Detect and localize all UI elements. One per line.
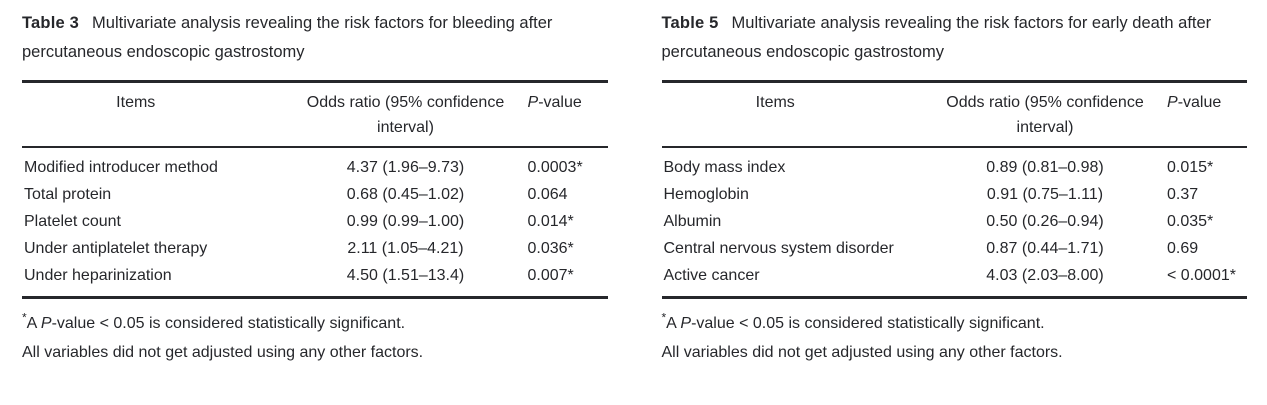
table-row: Hemoglobin 0.91 (0.75–1.11) 0.37 bbox=[662, 181, 1248, 208]
asterisk-marker: * bbox=[661, 310, 667, 325]
paper-tables-page: Table 3 Multivariate analysis revealing t… bbox=[22, 9, 1248, 367]
column-header-p-value: P-value bbox=[1165, 81, 1247, 148]
footnote-italic-p: P bbox=[680, 315, 692, 332]
table-row: Active cancer 4.03 (2.03–8.00) < 0.0001* bbox=[662, 262, 1248, 298]
table-row: Albumin 0.50 (0.26–0.94) 0.035* bbox=[662, 208, 1248, 235]
table-3-section: Table 3 Multivariate analysis revealing t… bbox=[22, 9, 608, 367]
column-header-odds-ratio: Odds ratio (95% confidence interval) bbox=[285, 81, 526, 148]
odds-ratio-cell: 0.50 (0.26–0.94) bbox=[986, 213, 1104, 230]
table-row: Platelet count 0.99 (0.99–1.00) 0.014* bbox=[22, 208, 608, 235]
table-5-label: Table 5 bbox=[661, 14, 719, 32]
item-cell: Albumin bbox=[663, 213, 722, 230]
p-value-cell: 0.014* bbox=[527, 213, 574, 230]
odds-ratio-cell: 4.03 (2.03–8.00) bbox=[986, 267, 1104, 284]
p-value-cell: 0.036* bbox=[527, 240, 574, 257]
footnote-text-before-p: A bbox=[26, 315, 41, 332]
footnote-adjustment: All variables did not get adjusted using… bbox=[22, 343, 424, 361]
p-value-cell: 0.015* bbox=[1167, 159, 1214, 176]
p-value-suffix: -value bbox=[538, 94, 582, 111]
p-value-cell: 0.035* bbox=[1167, 213, 1214, 230]
item-cell: Modified introducer method bbox=[24, 159, 218, 176]
footnote-significance: *A P-value < 0.05 is considered statisti… bbox=[22, 310, 608, 339]
table-3-label: Table 3 bbox=[22, 14, 80, 32]
odds-ratio-cell: 4.37 (1.96–9.73) bbox=[346, 159, 465, 176]
table-3-caption: Table 3 Multivariate analysis revealing t… bbox=[22, 9, 608, 67]
column-header-odds-ratio: Odds ratio (95% confidence interval) bbox=[924, 81, 1166, 148]
table-3-footnotes: *A P-value < 0.05 is considered statisti… bbox=[22, 310, 608, 367]
table-row: Central nervous system disorder 0.87 (0.… bbox=[662, 235, 1248, 262]
item-cell: Total protein bbox=[24, 186, 112, 203]
odds-ratio-cell: 0.91 (0.75–1.11) bbox=[986, 186, 1104, 203]
footnote-italic-p: P bbox=[40, 315, 52, 332]
table-5-risk-factors-table: Items Odds ratio (95% confidence interva… bbox=[661, 80, 1248, 299]
table-3-caption-text: Multivariate analysis revealing the risk… bbox=[22, 14, 553, 61]
table-5-caption: Table 5 Multivariate analysis revealing t… bbox=[662, 9, 1248, 67]
item-cell: Active cancer bbox=[663, 267, 760, 284]
p-value-suffix: -value bbox=[1177, 94, 1222, 111]
item-cell: Body mass index bbox=[663, 159, 786, 176]
item-cell: Under heparinization bbox=[24, 267, 172, 284]
column-header-items: Items bbox=[22, 81, 286, 148]
column-header-p-value: P-value bbox=[525, 81, 608, 148]
item-cell: Central nervous system disorder bbox=[663, 240, 894, 257]
odds-ratio-cell: 2.11 (1.05–4.21) bbox=[347, 240, 464, 257]
odds-ratio-cell: 0.68 (0.45–1.02) bbox=[346, 186, 465, 203]
odds-ratio-cell: 0.99 (0.99–1.00) bbox=[346, 213, 465, 230]
table-row: Under antiplatelet therapy 2.11 (1.05–4.… bbox=[22, 235, 608, 262]
p-value-cell: 0.37 bbox=[1167, 186, 1199, 203]
p-value-cell: < 0.0001* bbox=[1167, 267, 1236, 284]
footnote-significance: *A P-value < 0.05 is considered statisti… bbox=[662, 310, 1248, 339]
table-5-caption-text: Multivariate analysis revealing the risk… bbox=[661, 14, 1212, 61]
footnote-text-after-p: -value < 0.05 is considered statisticall… bbox=[51, 315, 406, 332]
item-cell: Platelet count bbox=[24, 213, 121, 230]
p-value-italic-p: P bbox=[1167, 94, 1178, 111]
table-3-header-row: Items Odds ratio (95% confidence interva… bbox=[22, 81, 608, 148]
table-5-section: Table 5 Multivariate analysis revealing t… bbox=[661, 9, 1248, 367]
p-value-cell: 0.064 bbox=[527, 186, 568, 203]
table-row: Total protein 0.68 (0.45–1.02) 0.064 bbox=[22, 181, 608, 208]
item-cell: Hemoglobin bbox=[663, 186, 749, 203]
p-value-italic-p: P bbox=[527, 94, 539, 111]
item-cell: Under antiplatelet therapy bbox=[24, 240, 208, 257]
footnote-adjustment: All variables did not get adjusted using… bbox=[661, 343, 1063, 361]
p-value-cell: 0.0003* bbox=[527, 159, 583, 176]
p-value-cell: 0.007* bbox=[527, 267, 574, 284]
table-5-header-row: Items Odds ratio (95% confidence interva… bbox=[661, 81, 1247, 148]
table-3-risk-factors-table: Items Odds ratio (95% confidence interva… bbox=[22, 80, 608, 299]
column-header-items: Items bbox=[661, 81, 925, 148]
footnote-text-after-p: -value < 0.05 is considered statisticall… bbox=[691, 315, 1045, 332]
table-5-footnotes: *A P-value < 0.05 is considered statisti… bbox=[662, 310, 1248, 367]
footnote-text-before-p: A bbox=[666, 315, 681, 332]
p-value-cell: 0.69 bbox=[1167, 240, 1199, 257]
table-row: Modified introducer method 4.37 (1.96–9.… bbox=[22, 147, 608, 181]
odds-ratio-cell: 0.87 (0.44–1.71) bbox=[986, 240, 1104, 257]
table-row: Body mass index 0.89 (0.81–0.98) 0.015* bbox=[662, 147, 1248, 181]
odds-ratio-cell: 4.50 (1.51–13.4) bbox=[346, 267, 465, 284]
odds-ratio-cell: 0.89 (0.81–0.98) bbox=[986, 159, 1104, 176]
table-row: Under heparinization 4.50 (1.51–13.4) 0.… bbox=[22, 262, 608, 298]
asterisk-marker: * bbox=[22, 310, 27, 325]
